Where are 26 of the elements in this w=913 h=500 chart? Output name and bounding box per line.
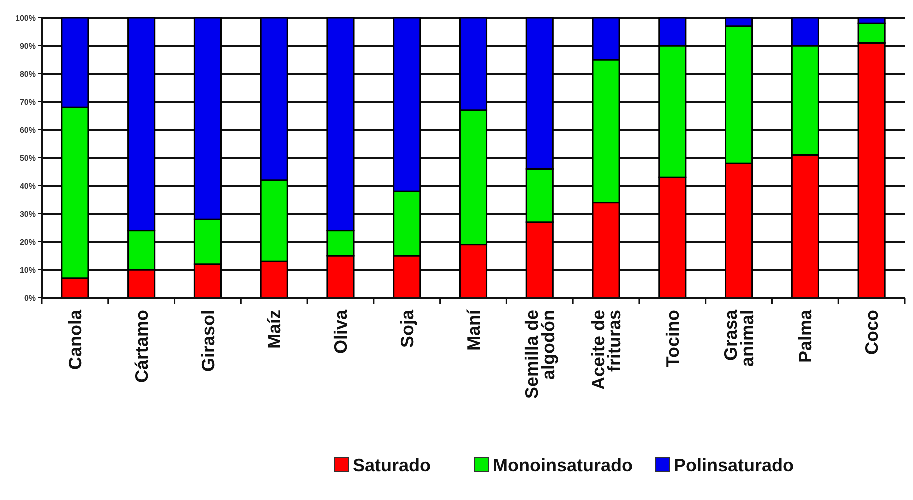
y-tick-label: 30% [20,210,36,219]
y-tick-label: 40% [20,182,36,191]
x-tick-label: Canola [65,309,86,370]
y-tick-label: 100% [16,14,36,23]
x-tick-label: Girasol [198,310,218,372]
x-tick-label: Cártamo [132,310,152,384]
legend-label: Monoinsaturado [493,455,633,476]
x-tick-label: Semilla de algodón [522,310,558,400]
x-tick-label: Maní [464,309,484,352]
y-tick-label: 90% [20,42,36,51]
y-tick-label: 0% [24,294,36,303]
legend-label: Polinsaturado [674,455,794,476]
y-tick-label: 80% [20,70,36,79]
x-tick-label: Maíz [264,310,285,350]
legend-label: Saturado [353,455,432,476]
y-tick-label: 60% [20,126,36,135]
y-tick-label: 10% [20,266,36,275]
x-tick-label: Oliva [331,309,352,354]
y-tick-label: 50% [20,154,36,163]
x-tick-label: Tocino [662,310,683,368]
x-tick-label: Grasa animal [721,309,758,368]
x-tick-label: Soja [397,309,418,348]
x-tick-label: Coco [862,310,882,355]
x-tick-label: Palma [796,309,816,364]
y-tick-label: 70% [20,98,36,107]
y-tick-label: 20% [20,238,36,247]
